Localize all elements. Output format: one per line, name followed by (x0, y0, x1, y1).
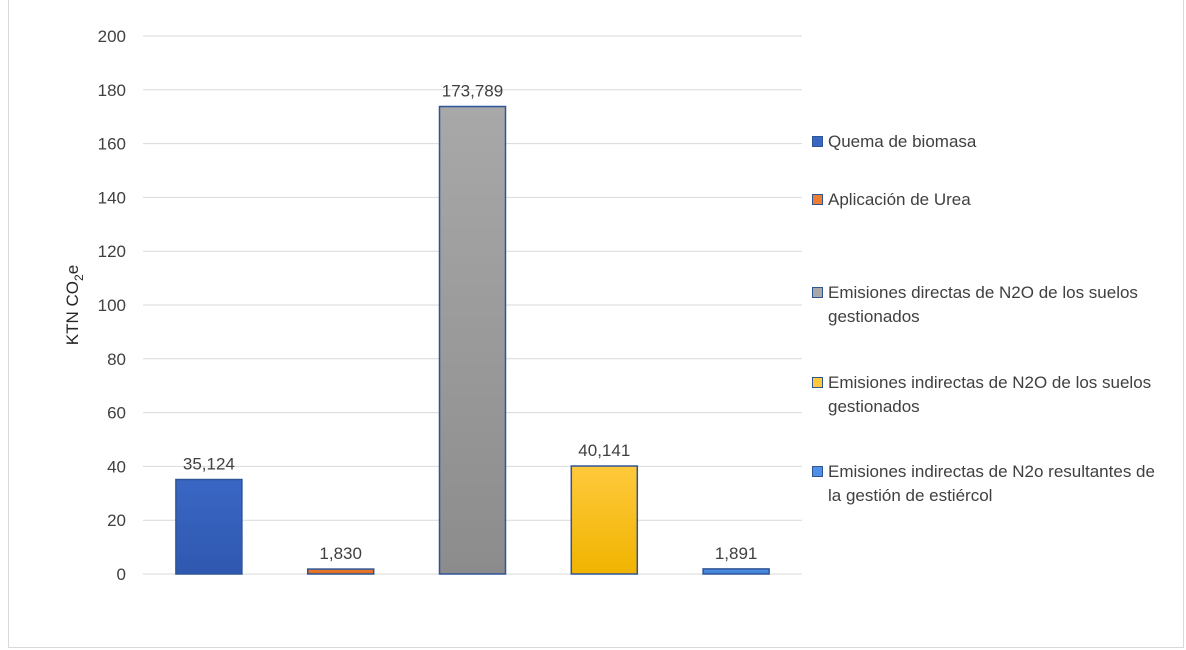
legend-swatch (812, 136, 823, 147)
data-label: 1,830 (319, 544, 362, 563)
bar (175, 478, 243, 575)
data-label: 1,891 (715, 544, 758, 563)
y-axis-ticks: 0 20 40 60 80 100 120 140 160 180 200 (98, 27, 126, 584)
legend-swatch (812, 466, 823, 477)
legend-swatch (812, 287, 823, 298)
legend-item: Emisiones directas de N2O de los suelos … (812, 281, 1168, 329)
legend-label: Quema de biomasa (828, 132, 977, 151)
y-tick-label: 80 (107, 350, 126, 369)
legend-swatch (812, 194, 823, 205)
data-label: 173,789 (442, 82, 503, 101)
y-tick-label: 180 (98, 81, 126, 100)
legend-item: Emisiones indirectas de N2O de los suelo… (812, 371, 1168, 419)
data-label: 40,141 (578, 441, 630, 460)
legend-item: Quema de biomasa (812, 130, 1168, 154)
legend-swatch (812, 377, 823, 388)
y-tick-label: 200 (98, 27, 126, 46)
bar (570, 465, 639, 575)
bars (175, 105, 770, 575)
bar (306, 568, 375, 575)
y-tick-label: 40 (107, 457, 126, 476)
chart-frame (8, 0, 1184, 648)
legend-label: Emisiones indirectas de N2O de los suelo… (828, 373, 1152, 416)
y-tick-label: 120 (98, 242, 126, 261)
y-tick-label: 160 (98, 135, 126, 154)
y-tick-label: 100 (98, 296, 126, 315)
bar (438, 105, 507, 575)
y-axis-label: KTN CO2e (63, 265, 86, 345)
y-tick-label: 140 (98, 188, 126, 207)
legend-label: Aplicación de Urea (828, 190, 971, 209)
y-tick-label: 0 (117, 565, 126, 584)
y-tick-label: 60 (107, 404, 126, 423)
y-tick-label: 20 (107, 511, 126, 530)
legend-label: Emisiones directas de N2O de los suelos … (828, 283, 1138, 326)
data-label: 35,124 (183, 455, 235, 474)
legend-label: Emisiones indirectas de N2o resultantes … (828, 462, 1155, 505)
bar (702, 568, 770, 575)
legend-item: Emisiones indirectas de N2o resultantes … (812, 460, 1168, 508)
data-labels: 35,124 1,830 173,789 40,141 1,891 (183, 82, 757, 564)
legend-item: Aplicación de Urea (812, 188, 1168, 212)
